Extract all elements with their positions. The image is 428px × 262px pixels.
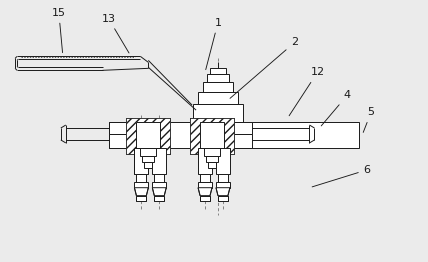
Bar xyxy=(218,174,228,182)
Bar xyxy=(152,182,166,188)
Bar xyxy=(198,148,212,174)
Bar xyxy=(234,122,252,134)
Text: 6: 6 xyxy=(312,165,371,187)
Bar xyxy=(198,182,212,188)
Bar xyxy=(144,162,152,168)
Bar xyxy=(152,148,166,174)
Text: 15: 15 xyxy=(52,8,66,53)
Bar xyxy=(216,182,230,188)
Bar xyxy=(198,92,238,104)
Bar xyxy=(137,122,160,148)
Bar xyxy=(200,122,224,148)
Bar xyxy=(134,182,149,188)
Bar xyxy=(200,174,210,182)
Bar xyxy=(109,122,126,134)
Polygon shape xyxy=(134,188,149,196)
Bar xyxy=(134,148,149,174)
Text: 2: 2 xyxy=(230,37,298,98)
Bar xyxy=(137,196,146,201)
Text: 4: 4 xyxy=(321,90,351,126)
Bar xyxy=(204,148,220,156)
Polygon shape xyxy=(198,188,212,196)
Bar xyxy=(216,148,230,174)
Bar xyxy=(126,118,170,154)
Bar xyxy=(109,122,359,148)
Bar xyxy=(200,196,210,201)
Bar xyxy=(190,118,234,154)
Bar xyxy=(208,162,216,168)
Bar xyxy=(218,196,228,201)
Polygon shape xyxy=(216,188,230,196)
Bar xyxy=(137,122,160,148)
Bar xyxy=(140,148,156,156)
Text: 5: 5 xyxy=(363,107,374,132)
Bar xyxy=(143,156,155,162)
Bar xyxy=(200,122,224,148)
Bar xyxy=(207,74,229,82)
Bar xyxy=(190,118,234,154)
Text: 12: 12 xyxy=(289,67,324,116)
Bar xyxy=(109,134,126,148)
Bar xyxy=(206,156,218,162)
Bar xyxy=(234,134,252,148)
Bar xyxy=(155,196,164,201)
Bar xyxy=(126,118,170,154)
Bar xyxy=(203,82,233,92)
Bar xyxy=(155,174,164,182)
Bar xyxy=(210,68,226,74)
Text: 13: 13 xyxy=(101,14,129,53)
Text: 1: 1 xyxy=(206,18,221,70)
Bar xyxy=(137,174,146,182)
Bar xyxy=(193,104,243,122)
Polygon shape xyxy=(152,188,166,196)
